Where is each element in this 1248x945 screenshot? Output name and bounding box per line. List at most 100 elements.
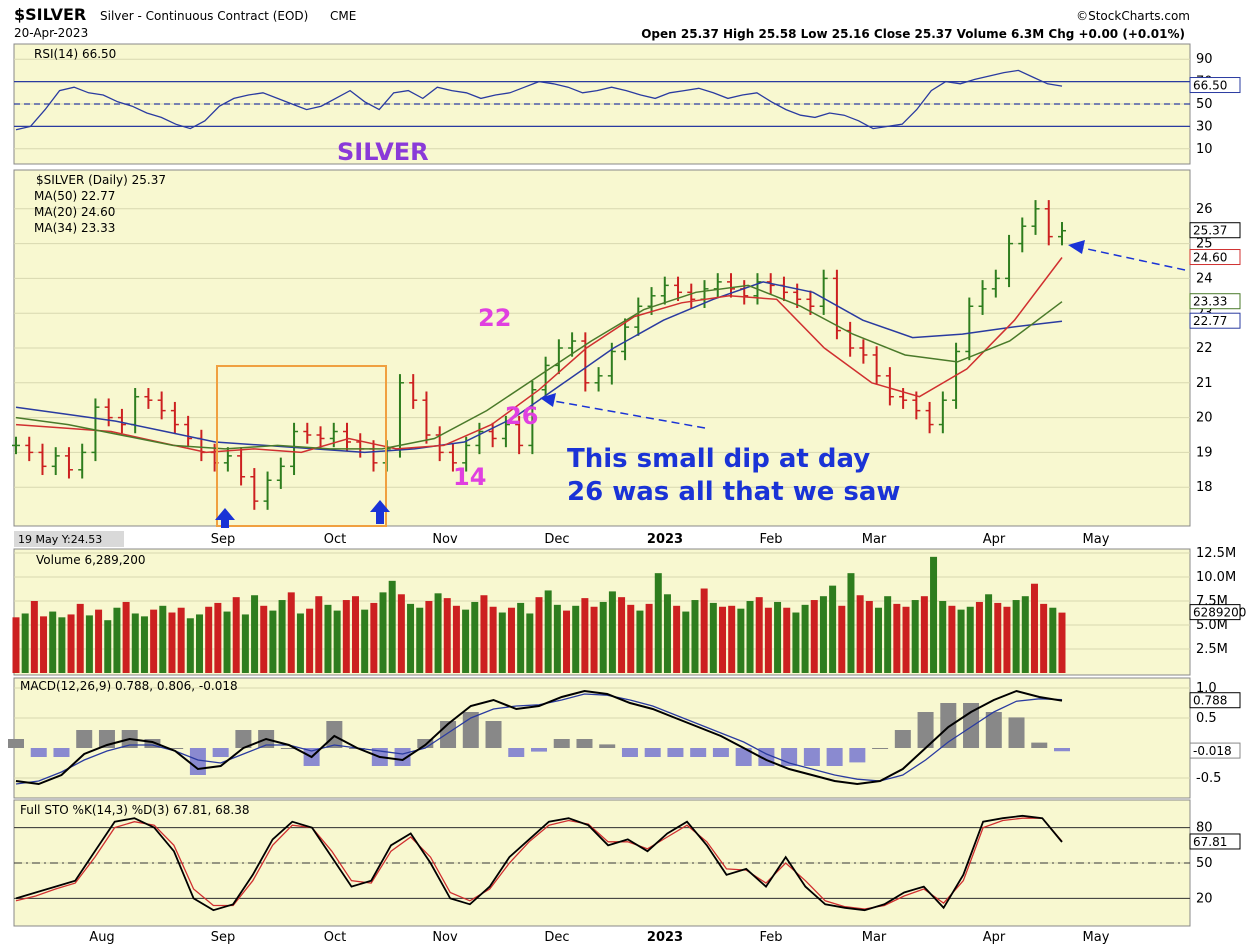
volume-bar [654,573,662,673]
up-arrow-oct [370,500,390,524]
volume-bar [627,604,635,673]
volume-bar [856,595,864,673]
price-value-tag-box [1189,222,1241,239]
volume-bar [168,612,176,673]
volume-bar [874,607,882,673]
volume-bar [269,610,277,673]
price-title: $SILVER (Daily) 25.37 [36,173,166,187]
symbol-title: $SILVER [14,5,86,24]
price-tick-label: 21 [1196,376,1213,391]
bottom-month-label: 2023 [647,930,683,945]
volume-bar [223,611,231,673]
macd-histogram-bar [894,730,911,748]
price-month-label: Dec [544,532,569,547]
macd-histogram-bar [30,748,47,757]
rsi-line [15,69,1063,131]
price-tick-label: 26 [1196,202,1213,217]
bottom-month-axis: Aug Sep Oct Nov Dec 2023 Feb Mar Apr May [89,930,1109,945]
volume-bar [498,612,506,673]
bottom-month-label: Oct [324,930,346,945]
macd-value-tag: 0.788 [1193,694,1227,708]
macd-histogram-bar [167,748,184,749]
volume-bar [994,602,1002,673]
volume-bar [379,592,387,673]
volume-bar [618,597,626,673]
rsi-value-tag-box [1189,77,1241,94]
volume-bar [122,601,130,673]
volume-bar [76,603,84,673]
macd-histogram-bar [144,739,161,748]
macd-line [15,689,1063,786]
volume-bar [948,605,956,673]
ma20-legend: MA(20) 24.60 [34,205,115,219]
volume-bar [893,603,901,673]
volume-bar [49,611,57,673]
volume-bar [920,596,928,673]
volume-bar [544,590,552,673]
volume-bar [728,605,736,673]
macd-histogram-bar [189,748,206,775]
macd-histogram-bar [417,739,434,748]
sto-k-line [15,814,1063,912]
volume-bar [287,592,295,673]
volume-bar [186,618,194,673]
note-line-1: This small dip at day [567,444,870,474]
volume-bar [416,607,424,673]
rsi-plot: 907050301066.50 [14,52,1241,157]
sto-value-tag: 67.81 [1193,835,1227,849]
volume-bar [361,609,369,673]
volume-bar [682,611,690,673]
volume-bar [553,604,561,673]
rsi-tick-label: 30 [1196,119,1213,134]
price-month-axis: Sep Oct Nov Dec 2023 Feb Mar Apr May [211,532,1110,547]
volume-bar [636,610,644,673]
volume-bar [370,602,378,673]
ma34-legend: MA(34) 23.33 [34,221,115,235]
macd-histogram-bar [1054,748,1070,752]
volume-bar [939,601,947,673]
bottom-month-label: Feb [759,930,782,945]
ma50-line [15,281,1063,454]
macd-histogram-bar [621,748,638,757]
rsi-tick-label: 50 [1196,97,1213,112]
volume-bar [296,613,304,673]
volume-bar [388,580,396,673]
sto-d-line [15,817,1063,910]
volume-bar [462,609,470,673]
volume-bar [902,606,910,673]
price-month-label: 2023 [647,532,683,547]
volume-bar [425,601,433,673]
volume-bar [58,617,66,673]
volume-bar [260,605,268,673]
volume-bar [1030,583,1038,673]
macd-histogram-bar [849,748,866,763]
ma20-line [15,257,1063,454]
volume-bar [30,601,38,673]
macd-histogram-bar [940,703,957,748]
rsi-value-tag: 66.50 [1193,79,1227,93]
volume-bar [563,610,571,673]
price-value-tag-box [1189,249,1241,266]
volume-bar [700,588,708,673]
volume-bar [709,602,717,673]
volume-bar [645,603,653,673]
volume-value-tag-box [1189,604,1241,621]
volume-bar [140,616,148,673]
volume-bar [691,600,699,673]
consolidation-box [216,365,387,527]
price-value-tag: 22.77 [1193,314,1227,328]
macd-title: MACD(12,26,9) 0.788, 0.806, -0.018 [20,679,238,693]
rsi-tick-label: 90 [1196,52,1213,67]
macd-histogram-bar [803,748,820,766]
volume-bar [719,606,727,673]
up-arrow-sep [215,508,235,528]
volume-bar [95,609,103,673]
volume-bar [104,620,112,673]
bottom-month-label: Nov [432,930,458,945]
volume-bar [865,601,873,673]
volume-bar [1003,606,1011,673]
price-month-label: Oct [324,532,346,547]
price-tick-label: 18 [1196,480,1213,495]
volume-bar [452,605,460,673]
silver-annotation: SILVER [337,138,429,166]
